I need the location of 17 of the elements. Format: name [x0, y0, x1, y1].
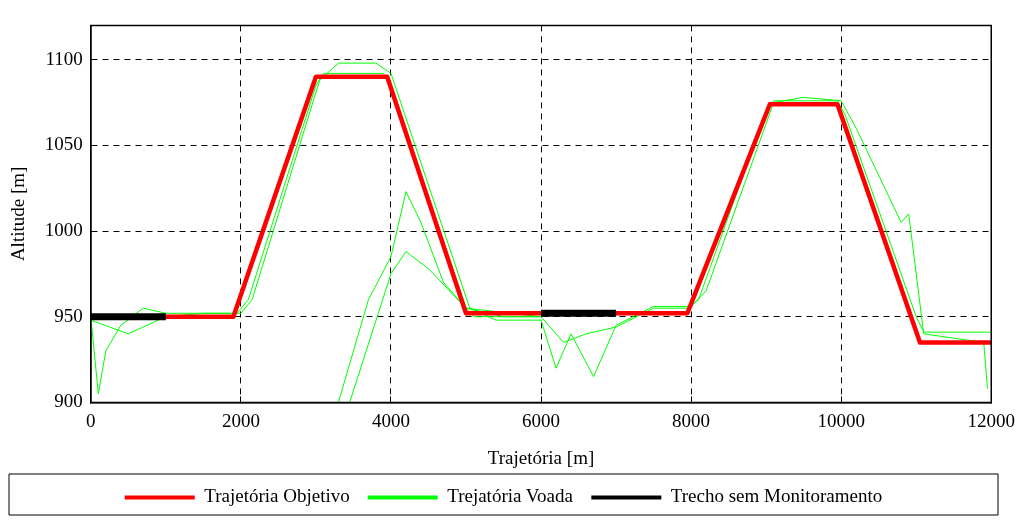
x-axis-title: Trajetória [m] [487, 446, 595, 468]
y-tick-label: 1000 [44, 219, 83, 241]
x-tick-label: 6000 [522, 409, 561, 431]
x-tick-label: 0 [86, 409, 96, 431]
legend-label: Trecho sem Monitoramento [670, 485, 883, 507]
x-tick-label: 4000 [371, 409, 410, 431]
legend-label: Trajetória Objetivo [204, 485, 350, 507]
x-tick-label: 8000 [672, 409, 711, 431]
legend-label: Trejatória Voada [447, 485, 574, 507]
y-tick-label: 900 [54, 390, 83, 412]
x-tick-label: 10000 [817, 409, 865, 431]
y-tick-label: 1100 [45, 47, 83, 69]
x-tick-label: 2000 [221, 409, 260, 431]
y-tick-label: 1050 [44, 133, 83, 155]
y-tick-label: 950 [54, 304, 83, 326]
x-tick-label: 12000 [967, 409, 1015, 431]
y-axis-title: Altitude [m] [7, 166, 29, 262]
